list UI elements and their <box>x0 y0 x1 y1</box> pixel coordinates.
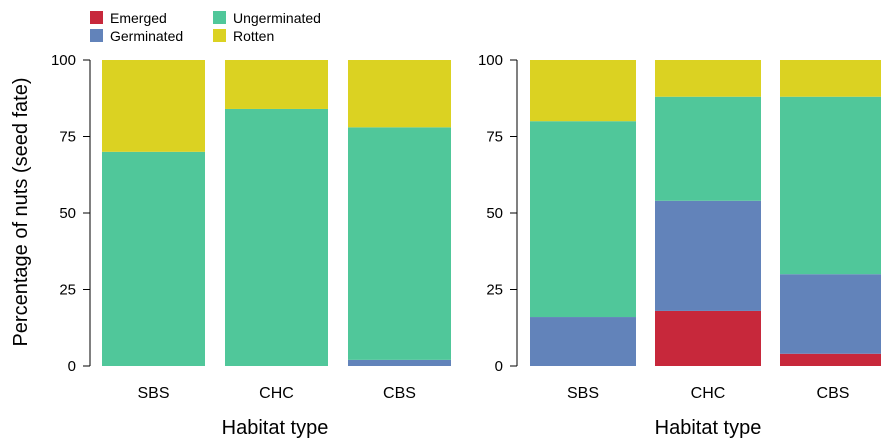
legend-label-ungerminated: Ungerminated <box>233 10 321 26</box>
y-tick-label-right: 50 <box>486 205 503 222</box>
x-category-label: CBS <box>383 385 416 402</box>
bar-segment-ungerminated <box>780 96 881 275</box>
legend-swatch-germinated <box>90 29 103 42</box>
bar-segment-germinated <box>348 359 451 366</box>
legend-swatch-rotten <box>213 29 226 42</box>
bar-segment-rotten <box>655 60 761 97</box>
y-tick-label-right: 0 <box>495 358 503 375</box>
bar-segment-rotten <box>780 60 881 97</box>
bar-segment-germinated <box>780 274 881 354</box>
bar-segment-rotten <box>102 60 205 152</box>
x-axis-title-left: Habitat type <box>222 417 329 439</box>
x-category-label: SBS <box>567 385 599 402</box>
x-category-label: CHC <box>691 385 726 402</box>
bar-segment-ungerminated <box>530 121 636 318</box>
y-axis-right: 0 25 50 75 100 <box>478 52 518 375</box>
bar-segment-ungerminated <box>225 108 328 367</box>
x-category-label: CHC <box>259 385 294 402</box>
bar-segment-ungerminated <box>348 127 451 360</box>
bar-segment-ungerminated <box>655 96 761 201</box>
y-tick-label-right: 75 <box>486 129 503 146</box>
y-tick-label-left: 25 <box>59 282 76 299</box>
bar-segment-rotten <box>348 60 451 128</box>
bars-right <box>530 60 881 366</box>
x-category-label: SBS <box>137 385 169 402</box>
y-axis-left: 0 25 50 75 100 <box>51 52 91 375</box>
x-axis-title-right: Habitat type <box>655 417 762 439</box>
y-tick-label-right: 100 <box>478 52 503 69</box>
bar-segment-germinated <box>655 200 761 311</box>
bar-segment-rotten <box>530 60 636 122</box>
legend-label-germinated: Germinated <box>110 28 183 44</box>
legend-label-rotten: Rotten <box>233 28 274 44</box>
legend-swatch-ungerminated <box>213 11 226 24</box>
y-axis-title: Percentage of nuts (seed fate) <box>10 77 32 346</box>
x-category-label: CBS <box>817 385 850 402</box>
bars-left <box>102 60 451 367</box>
bar-segment-emerged <box>780 353 881 366</box>
y-tick-label-right: 25 <box>486 282 503 299</box>
bar-segment-rotten <box>225 60 328 109</box>
y-tick-label-left: 0 <box>68 358 76 375</box>
y-tick-label-left: 50 <box>59 205 76 222</box>
y-tick-label-left: 75 <box>59 129 76 146</box>
panel-left: 0 25 50 75 100 SBS CHC CBS Habitat type <box>51 52 451 439</box>
panel-right: 0 25 50 75 100 SBS CHC CBS Habitat type <box>478 52 881 439</box>
x-categories-left: SBS CHC CBS <box>137 385 415 402</box>
legend-label-emerged: Emerged <box>110 10 167 26</box>
legend-swatch-emerged <box>90 11 103 24</box>
bar-segment-emerged <box>655 310 761 366</box>
bar-segment-ungerminated <box>102 151 205 366</box>
legend: Emerged Germinated Ungerminated Rotten <box>90 10 321 44</box>
x-categories-right: SBS CHC CBS <box>567 385 849 402</box>
y-tick-label-left: 100 <box>51 52 76 69</box>
bar-segment-germinated <box>530 317 636 366</box>
